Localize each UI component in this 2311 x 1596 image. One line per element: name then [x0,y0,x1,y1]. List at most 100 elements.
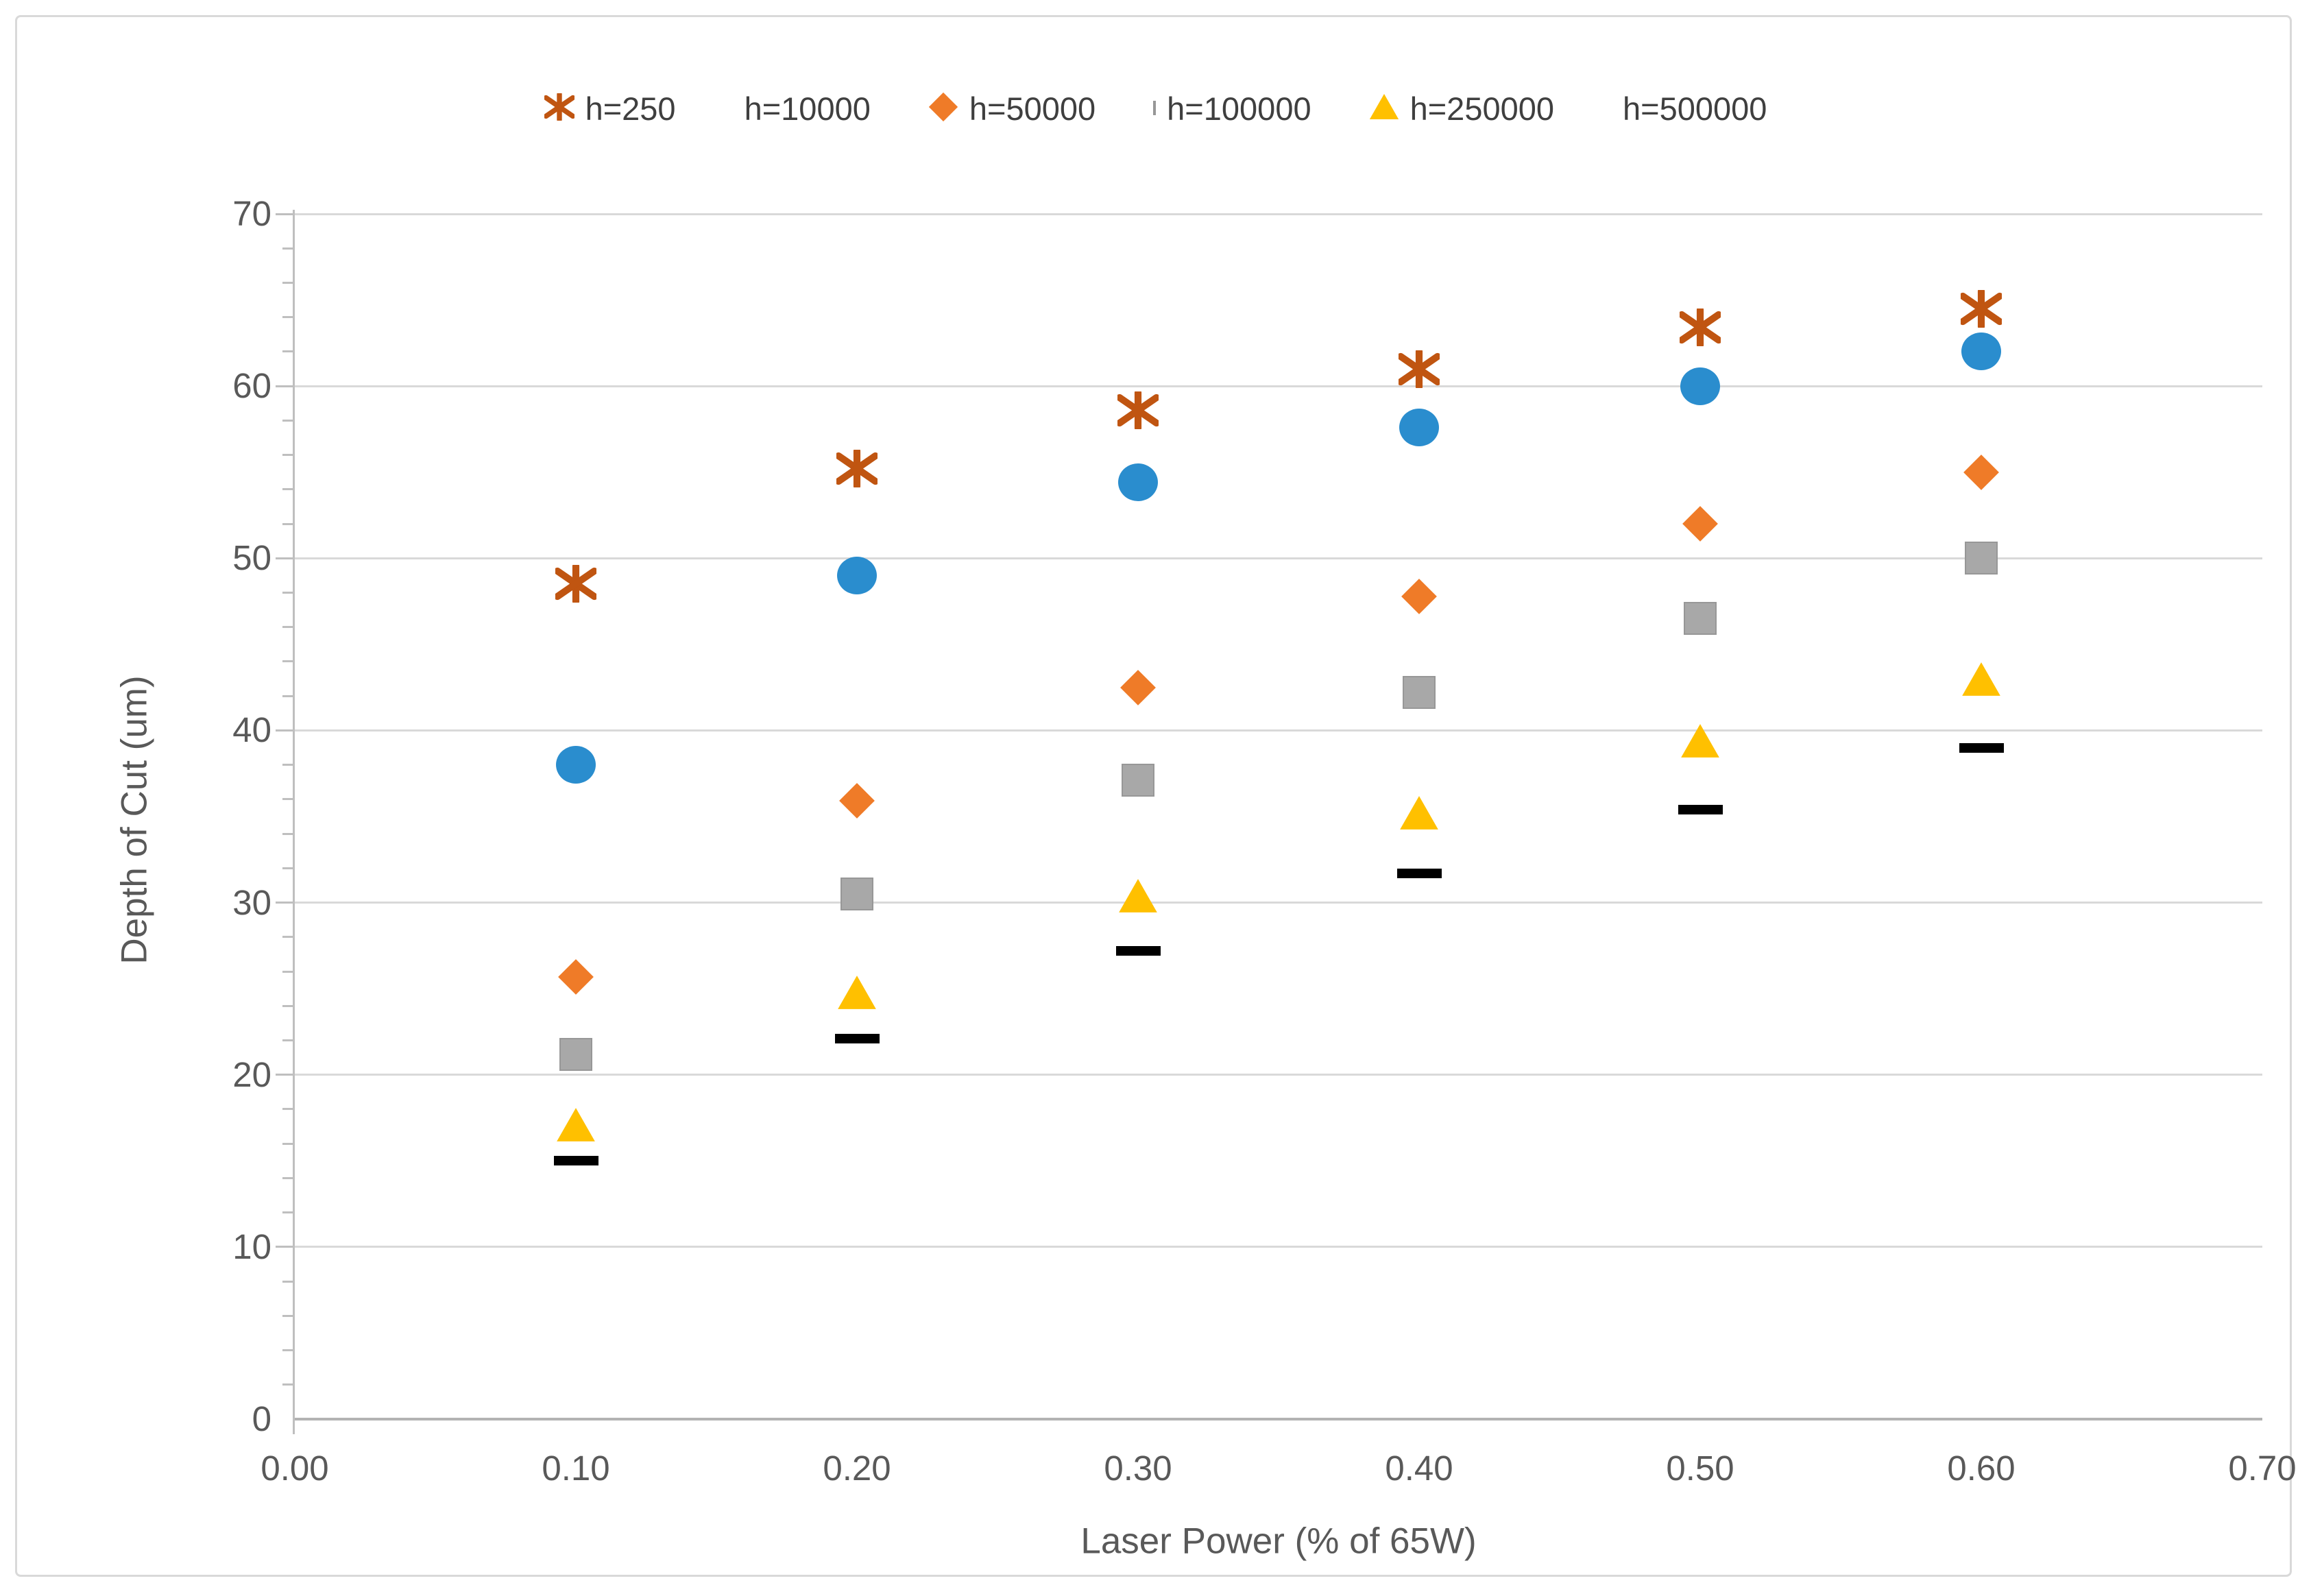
y-tick-label: 0 [252,1399,271,1438]
y-axis-minor-tick [282,592,295,594]
marker-h-10000 [1118,463,1158,501]
y-axis-major-tick [276,1246,295,1248]
y-axis-minor-tick [282,350,295,353]
x-tick-label: 0.00 [261,1449,329,1488]
diamond-icon [1682,505,1719,542]
square-icon [559,1038,592,1071]
x-tick-label: 0.60 [1947,1449,2016,1488]
marker-h-250 [555,565,596,603]
y-axis-minor-tick [282,970,295,973]
triangle-icon [1680,723,1720,758]
square-icon [1122,764,1154,797]
y-axis-minor-tick [282,1349,295,1352]
circle-icon [1118,463,1158,501]
dash-icon [835,1034,880,1043]
triangle-icon [1369,93,1399,123]
y-axis-minor-tick [282,522,295,525]
asterisk-icon [1117,391,1159,429]
y-axis-minor-tick [282,281,295,284]
asterisk-icon [1680,309,1721,346]
marker-h-500000 [835,1034,880,1043]
asterisk-icon [1961,290,2002,328]
square-icon [1684,602,1717,635]
x-tick-label: 0.10 [542,1449,610,1488]
y-axis-minor-tick [282,1383,295,1386]
marker-h-10000 [556,746,596,784]
legend-label: h=500000 [1623,90,1767,127]
y-axis-minor-tick [282,1108,295,1111]
circle-icon [837,557,877,594]
marker-h-250000 [1961,662,2001,697]
y-axis-minor-tick [282,798,295,801]
x-tick-label: 0.20 [823,1449,891,1488]
diamond-icon [1120,669,1157,706]
y-tick-label: 50 [232,538,271,578]
asterisk-icon [836,450,878,487]
legend-item-h-250: h=250 [543,90,676,127]
dash-icon [1397,869,1442,878]
square-icon [840,878,873,910]
y-axis-minor-tick [282,867,295,869]
y-axis-line [293,210,295,1434]
y-axis-minor-tick [282,419,295,422]
y-axis-minor-tick [282,1314,295,1317]
legend-label: h=50000 [969,90,1096,127]
legend-item-h-100000: h=100000 [1153,93,1311,125]
triangle-icon [556,1107,596,1142]
y-tick-label: 10 [232,1226,271,1266]
circle-icon [556,746,596,784]
x-axis-title: Laser Power (% of 65W) [1080,1521,1477,1562]
marker-h-500000 [1397,869,1442,878]
marker-h-500000 [1116,946,1161,956]
dash-icon [554,1156,598,1165]
y-axis-minor-tick [282,1211,295,1214]
diamond-icon [557,958,594,995]
x-axis-line [295,1418,2262,1420]
x-tick-label: 0.50 [1666,1449,1734,1488]
dash-icon [1959,743,2004,753]
marker-h-10000 [1961,332,2001,370]
y-tick-label: 30 [232,882,271,922]
y-axis-minor-tick [282,488,295,491]
y-axis-major-tick [276,729,295,732]
marker-h-100000 [559,1038,592,1071]
marker-h-10000 [1680,367,1720,405]
y-axis-major-tick [276,902,295,904]
y-axis-minor-tick [282,454,295,457]
legend-label: h=250000 [1409,90,1555,127]
y-axis-minor-tick [282,316,295,319]
asterisk-icon [555,565,596,603]
y-tick-label: 70 [232,194,271,233]
marker-h-100000 [1965,542,1998,575]
y-axis-minor-tick [282,1176,295,1179]
marker-h-50000 [1682,505,1719,542]
y-axis-major-tick [276,385,295,387]
gridline [295,902,2262,904]
gridline [295,557,2262,559]
marker-h-100000 [1684,602,1717,635]
triangle-icon [1961,662,2001,697]
dash-icon [1678,805,1723,814]
y-axis-minor-tick [282,1142,295,1145]
marker-h-250000 [1680,723,1720,758]
legend: h=250 h=10000 h=50000 h=100000 h=250000 h=500… [0,74,2311,143]
marker-h-250 [1961,290,2002,328]
marker-h-100000 [1122,764,1154,797]
marker-h-250000 [1399,795,1439,830]
circle-icon [1961,332,2001,370]
marker-h-500000 [1678,805,1723,814]
y-axis-minor-tick [282,660,295,663]
y-tick-label: 40 [232,710,271,750]
legend-item-h-50000: h=50000 [928,92,1096,125]
legend-label: h=250 [585,90,676,127]
gridline [295,1074,2262,1076]
square-icon [1153,101,1157,115]
x-tick-label: 0.70 [2228,1449,2297,1488]
diamond-icon [928,92,958,125]
marker-h-50000 [1401,578,1438,615]
y-axis-minor-tick [282,247,295,250]
marker-h-50000 [557,958,594,995]
y-tick-label: 20 [232,1054,271,1094]
legend-item-h-250000: h=250000 [1369,93,1554,125]
asterisk-icon [543,91,575,124]
